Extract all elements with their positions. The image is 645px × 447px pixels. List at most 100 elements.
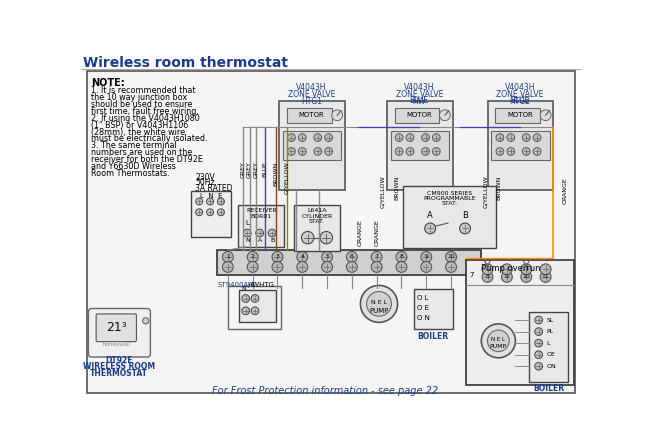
Text: MOTOR: MOTOR <box>299 112 324 118</box>
Circle shape <box>482 264 493 274</box>
Text: 6: 6 <box>350 254 354 259</box>
Bar <box>191 191 231 237</box>
Text: NOTE:: NOTE: <box>92 78 125 88</box>
Text: N E L: N E L <box>491 337 505 342</box>
Text: CYLINDER: CYLINDER <box>301 214 333 219</box>
Text: HTG2: HTG2 <box>510 97 531 106</box>
Text: 21³: 21³ <box>106 321 126 334</box>
Text: STAT.: STAT. <box>309 219 325 224</box>
Circle shape <box>247 252 258 262</box>
Circle shape <box>251 295 259 302</box>
Text: ZONE VALVE: ZONE VALVE <box>497 90 544 99</box>
Circle shape <box>372 252 382 262</box>
Text: and Y6630D Wireless: and Y6630D Wireless <box>92 162 176 171</box>
Text: N E L: N E L <box>371 300 387 305</box>
Circle shape <box>366 291 392 316</box>
Text: L641A: L641A <box>307 208 327 213</box>
Bar <box>530 312 568 382</box>
Text: V4043H: V4043H <box>404 83 435 92</box>
Text: ZONE VALVE: ZONE VALVE <box>395 90 443 99</box>
Circle shape <box>272 261 283 272</box>
Text: 230V: 230V <box>195 173 215 182</box>
Circle shape <box>521 271 531 283</box>
Text: ORANGE: ORANGE <box>374 219 379 246</box>
Circle shape <box>320 232 333 244</box>
Text: GREY: GREY <box>247 161 252 178</box>
Circle shape <box>496 134 504 141</box>
Circle shape <box>396 252 407 262</box>
Circle shape <box>195 209 203 216</box>
Text: BROWN: BROWN <box>273 161 279 186</box>
Text: BOILER: BOILER <box>418 333 449 342</box>
Bar <box>228 286 281 329</box>
Text: numbers are used on the: numbers are used on the <box>92 148 193 157</box>
Circle shape <box>439 110 450 121</box>
Bar <box>279 101 345 190</box>
Text: should be used to ensure: should be used to ensure <box>92 100 193 109</box>
Circle shape <box>422 134 430 141</box>
Circle shape <box>247 261 258 272</box>
Circle shape <box>217 198 224 205</box>
Text: BROWN: BROWN <box>497 175 502 200</box>
Circle shape <box>242 295 250 302</box>
Text: L: L <box>546 341 550 346</box>
Circle shape <box>372 261 382 272</box>
Circle shape <box>346 252 357 262</box>
Bar <box>495 108 541 123</box>
Text: the 10 way junction box: the 10 way junction box <box>92 93 188 102</box>
Circle shape <box>223 252 233 262</box>
Text: 1. It is recommended that: 1. It is recommended that <box>92 86 196 95</box>
Circle shape <box>223 261 233 272</box>
Circle shape <box>424 223 435 234</box>
Text: O N: O N <box>417 315 430 320</box>
Circle shape <box>324 148 333 155</box>
Bar <box>287 108 332 123</box>
Text: Wireless room thermostat: Wireless room thermostat <box>83 56 288 70</box>
Circle shape <box>406 134 414 141</box>
Text: V4043H: V4043H <box>296 83 327 92</box>
Text: BLUE: BLUE <box>510 96 530 105</box>
Text: G/YELLOW: G/YELLOW <box>284 161 289 194</box>
Circle shape <box>297 261 308 272</box>
Circle shape <box>535 316 542 324</box>
Circle shape <box>446 261 457 272</box>
Circle shape <box>521 264 531 274</box>
Circle shape <box>522 134 530 141</box>
Text: 50Hz: 50Hz <box>195 178 215 187</box>
Text: 8: 8 <box>399 254 403 259</box>
Text: 3: 3 <box>275 254 279 259</box>
Circle shape <box>507 134 515 141</box>
FancyBboxPatch shape <box>88 308 150 357</box>
Circle shape <box>268 229 276 237</box>
Circle shape <box>251 307 259 315</box>
Text: PUMP: PUMP <box>490 344 507 349</box>
Text: Pump overrun: Pump overrun <box>481 264 541 273</box>
Circle shape <box>501 271 512 283</box>
Circle shape <box>422 148 430 155</box>
Circle shape <box>446 252 457 262</box>
Circle shape <box>346 261 357 272</box>
FancyBboxPatch shape <box>96 314 137 342</box>
Text: (28mm), the white wire: (28mm), the white wire <box>92 127 186 137</box>
Circle shape <box>482 271 493 283</box>
Text: PROGRAMMABLE: PROGRAMMABLE <box>423 196 476 201</box>
Text: ORANGE: ORANGE <box>562 177 568 203</box>
Text: OE: OE <box>546 352 555 357</box>
Bar <box>403 186 496 248</box>
Circle shape <box>395 148 403 155</box>
Text: BLUE: BLUE <box>263 161 268 177</box>
Text: 9: 9 <box>424 254 428 259</box>
Circle shape <box>541 110 551 121</box>
Text: HTG1: HTG1 <box>301 97 322 106</box>
Text: THERMOSTAT: THERMOSTAT <box>90 369 148 378</box>
Text: 5: 5 <box>325 254 329 259</box>
Circle shape <box>433 148 441 155</box>
Text: 7: 7 <box>375 254 379 259</box>
Circle shape <box>533 148 541 155</box>
Text: SL: SL <box>546 317 554 323</box>
Circle shape <box>535 351 542 358</box>
Circle shape <box>488 330 509 352</box>
Circle shape <box>533 134 541 141</box>
Text: L: L <box>245 220 249 226</box>
Text: MOTOR: MOTOR <box>507 112 533 118</box>
